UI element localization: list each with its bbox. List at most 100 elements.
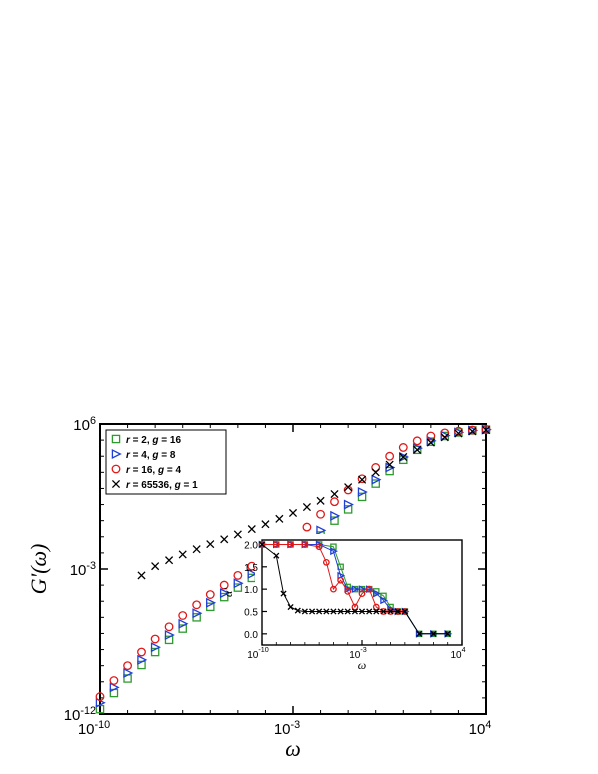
data-point (192, 608, 203, 619)
inset-data-point (301, 541, 309, 548)
data-point (371, 468, 380, 477)
legend-marker (111, 434, 121, 444)
data-point (247, 568, 258, 579)
x-axis-label: ω (285, 736, 301, 761)
data-point (371, 463, 381, 472)
data-point (343, 505, 353, 514)
legend-entry: r = 65536, g = 1 (126, 480, 198, 491)
inset-data-point (373, 608, 380, 615)
y-tick-label: 10-3 (70, 560, 96, 579)
inset-series-3 (258, 541, 451, 637)
data-point (302, 522, 312, 532)
inset-data-point (315, 543, 323, 551)
legend-box (105, 429, 227, 495)
inset-data-point (380, 608, 387, 615)
data-point (413, 445, 422, 454)
data-point (385, 460, 394, 469)
data-point (468, 427, 477, 436)
minor-ticks (99, 423, 487, 715)
inset-data-point (351, 603, 359, 611)
inset-data-point (316, 608, 323, 615)
series-3 (137, 426, 491, 580)
data-point (330, 510, 341, 521)
inset-data-point (430, 630, 437, 637)
inset-data-point (351, 585, 360, 594)
inset-y-tick-label: 0.0 (244, 630, 258, 641)
inset-data-point (287, 603, 294, 611)
data-point (247, 525, 256, 534)
inset-data-point (272, 541, 280, 548)
y-tick-label: 10-12 (64, 705, 96, 724)
inset-data-point (444, 630, 451, 637)
data-point (440, 433, 449, 442)
legend-entry: r = 4, g = 8 (126, 450, 176, 461)
data-point (192, 545, 201, 554)
inset-data-point (322, 558, 330, 566)
data-point (454, 429, 463, 438)
data-point (178, 550, 187, 559)
inset-y-tick-label: 1.0 (244, 585, 258, 596)
x-tick-label: 10-10 (78, 719, 110, 738)
inset-x-axis-label: ω (358, 658, 366, 672)
inset-data-point (358, 590, 366, 597)
data-point (178, 618, 189, 629)
inset-data-point (273, 552, 280, 559)
data-point (178, 624, 187, 633)
data-point (233, 530, 242, 539)
x-tick-label: 10-3 (274, 719, 300, 738)
inset-y-axis-label: α' (221, 588, 235, 597)
inset-data-point (315, 540, 324, 549)
legend-marker (111, 448, 122, 460)
inset-data-point (287, 541, 294, 548)
data-point (330, 489, 339, 499)
data-point (426, 431, 436, 441)
data-point (261, 520, 270, 529)
inset-data-point (337, 576, 345, 584)
inset-data-point (415, 629, 424, 638)
legend-entry: r = 16, g = 4 (126, 465, 181, 476)
legend-marker (111, 479, 121, 489)
data-point (164, 629, 175, 641)
inset-data-point (301, 608, 308, 615)
data-point (385, 451, 395, 461)
data-point (481, 426, 491, 435)
data-point (164, 622, 174, 632)
inset-data-point (258, 541, 266, 548)
data-point (426, 438, 435, 447)
legend: r = 2, g = 16 r = 4, g = 8 r = 16, g = 4 r … (105, 429, 227, 495)
inset-data-point (330, 608, 337, 615)
data-point (233, 570, 243, 580)
inset-data-point (394, 608, 401, 615)
inset-data-point (373, 589, 381, 598)
inset-data-point (280, 590, 287, 597)
data-point (275, 514, 284, 523)
data-point (330, 497, 339, 507)
data-point (233, 578, 244, 589)
x-tick-label: 104 (469, 719, 492, 738)
data-point (109, 676, 119, 685)
data-point (316, 496, 325, 505)
inset-data-point (337, 608, 344, 615)
data-point (357, 492, 367, 502)
data-point (123, 668, 134, 679)
data-point (165, 556, 174, 565)
data-point (164, 635, 174, 645)
data-point (150, 634, 160, 644)
legend-marker (111, 464, 121, 474)
inset-data-point (387, 608, 394, 615)
inset-data-point (344, 608, 351, 615)
y-axis-label: G'(ω) (26, 544, 51, 595)
data-point (220, 535, 229, 544)
data-point (206, 597, 217, 608)
inset-data-point (416, 630, 423, 637)
data-point (288, 508, 298, 518)
data-point (343, 499, 354, 510)
data-point (453, 426, 463, 436)
data-point (330, 516, 339, 525)
y-tick-label: 106 (73, 415, 96, 434)
data-point (150, 642, 161, 653)
data-point (343, 485, 353, 495)
data-point (371, 474, 382, 485)
data-point (357, 474, 367, 484)
